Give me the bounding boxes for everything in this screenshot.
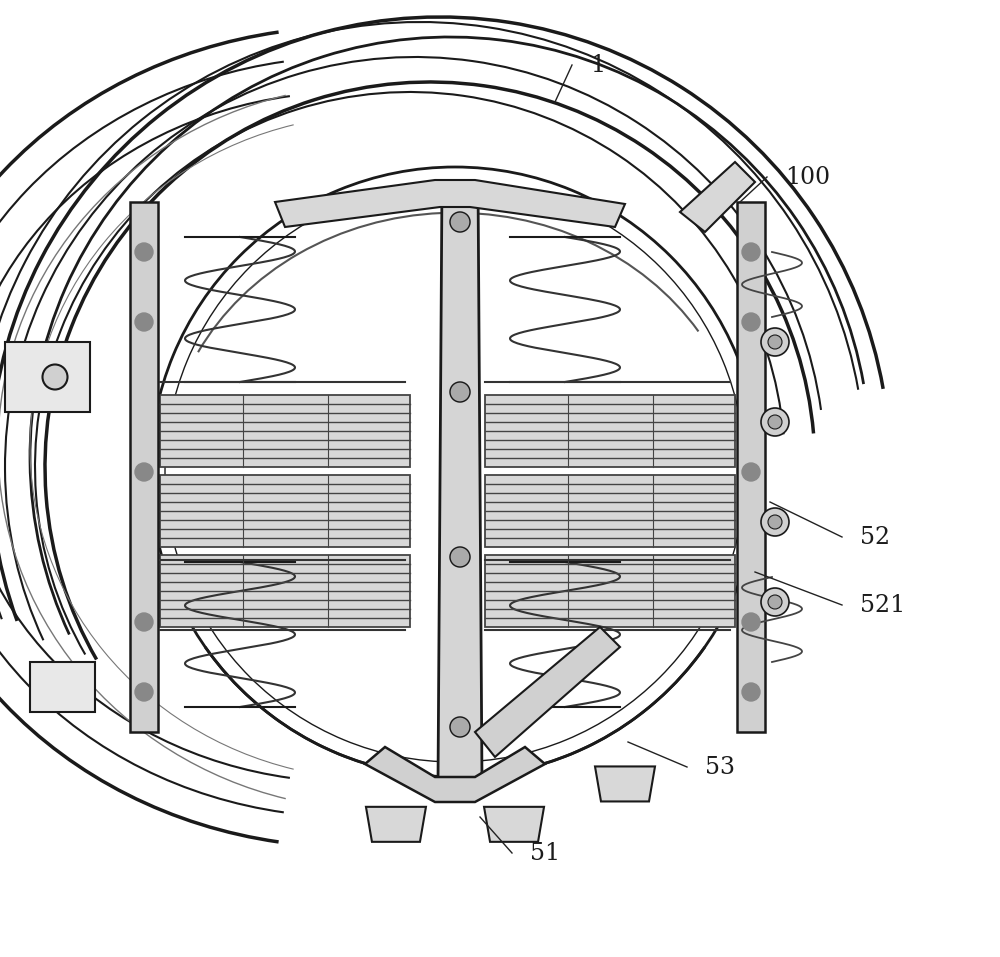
Text: 521: 521 [860,593,905,616]
Circle shape [761,508,789,536]
Circle shape [450,547,470,567]
Text: 52: 52 [860,525,890,548]
Circle shape [135,613,153,631]
Circle shape [742,463,760,481]
Polygon shape [595,767,655,801]
FancyBboxPatch shape [5,342,90,412]
Circle shape [761,588,789,616]
Circle shape [450,717,470,737]
Circle shape [768,595,782,609]
Bar [160,475,410,547]
Circle shape [768,335,782,349]
Polygon shape [365,747,545,802]
Polygon shape [438,182,482,782]
Circle shape [742,243,760,261]
FancyBboxPatch shape [30,662,95,712]
Polygon shape [680,162,755,232]
Circle shape [742,683,760,701]
Bar [737,202,765,732]
Bar [160,555,410,627]
Bar [485,555,735,627]
Bar [485,395,735,467]
Text: 53: 53 [705,755,735,778]
Circle shape [135,243,153,261]
Circle shape [761,408,789,436]
Polygon shape [484,807,544,842]
Polygon shape [475,627,620,757]
Text: 1: 1 [590,54,605,77]
Circle shape [742,313,760,331]
Ellipse shape [43,365,68,389]
Circle shape [450,382,470,402]
Text: 51: 51 [530,841,560,864]
Bar [160,395,410,467]
Text: 100: 100 [785,166,830,189]
Circle shape [450,212,470,232]
Circle shape [135,683,153,701]
Circle shape [135,313,153,331]
Bar [485,475,735,547]
Bar [130,202,158,732]
Circle shape [761,328,789,356]
Circle shape [742,613,760,631]
Circle shape [768,415,782,429]
Circle shape [135,463,153,481]
Polygon shape [366,807,426,842]
Polygon shape [275,180,625,227]
Circle shape [768,515,782,529]
